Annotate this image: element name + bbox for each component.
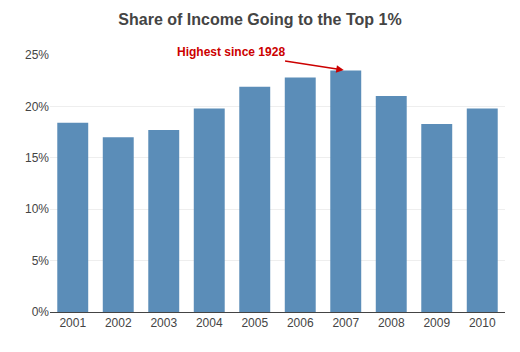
svg-text:20%: 20% — [25, 100, 49, 114]
svg-text:2004: 2004 — [196, 316, 223, 330]
svg-text:2003: 2003 — [150, 316, 177, 330]
svg-text:5%: 5% — [32, 254, 50, 268]
svg-text:2002: 2002 — [105, 316, 132, 330]
svg-text:15%: 15% — [25, 151, 49, 165]
svg-text:2005: 2005 — [241, 316, 268, 330]
svg-text:2007: 2007 — [332, 316, 359, 330]
svg-text:Share of Income Going to the T: Share of Income Going to the Top 1% — [118, 11, 401, 28]
svg-text:2008: 2008 — [378, 316, 405, 330]
svg-text:0%: 0% — [32, 305, 50, 319]
svg-text:25%: 25% — [25, 48, 49, 62]
svg-text:2010: 2010 — [469, 316, 496, 330]
svg-text:2001: 2001 — [59, 316, 86, 330]
svg-text:10%: 10% — [25, 202, 49, 216]
svg-text:2009: 2009 — [423, 316, 450, 330]
svg-text:Highest since 1928: Highest since 1928 — [177, 45, 285, 59]
svg-text:2006: 2006 — [287, 316, 314, 330]
